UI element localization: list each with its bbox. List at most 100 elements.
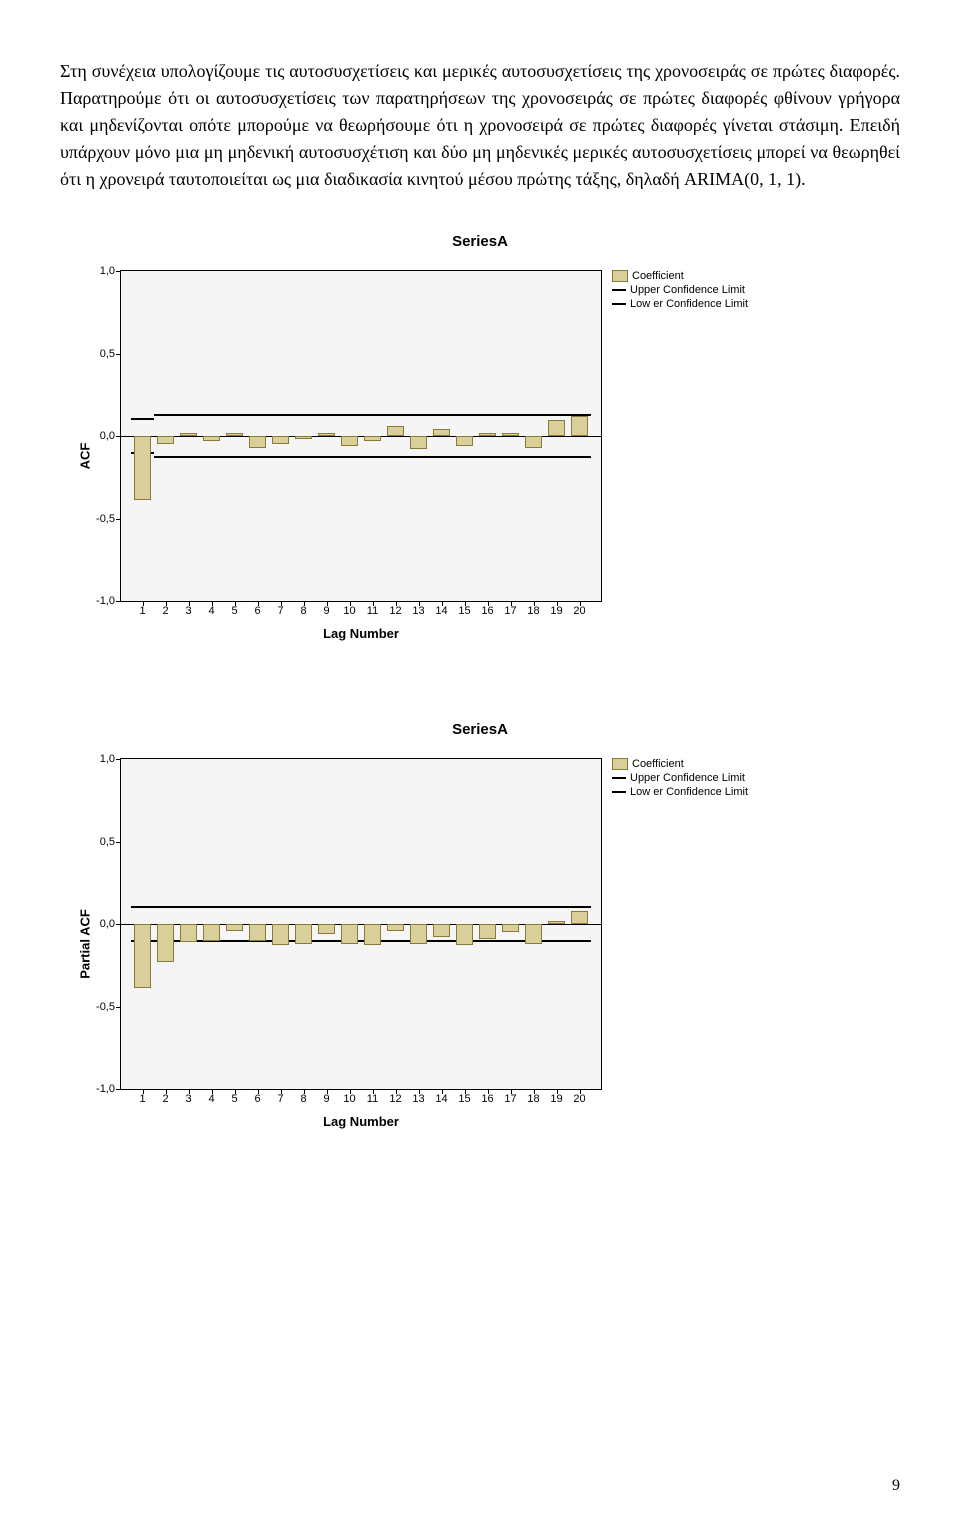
upper-conf-line <box>154 414 177 416</box>
upper-conf-line <box>177 414 200 416</box>
upper-conf-line <box>476 906 499 908</box>
upper-conf-line <box>292 906 315 908</box>
upper-conf-line <box>338 906 361 908</box>
acf-bar <box>456 924 472 945</box>
acf-bar <box>433 924 449 937</box>
upper-conf-line <box>407 414 430 416</box>
upper-conf-line <box>522 906 545 908</box>
legend-lower: Low er Confidence Limit <box>612 786 748 798</box>
legend-upper: Upper Confidence Limit <box>612 772 748 784</box>
lower-conf-line <box>568 456 591 458</box>
upper-conf-line <box>453 414 476 416</box>
upper-conf-line <box>292 414 315 416</box>
upper-conf-line <box>545 906 568 908</box>
upper-conf-line <box>522 414 545 416</box>
acf-bar <box>134 436 150 500</box>
acf-bar <box>226 924 242 931</box>
upper-conf-line <box>338 414 361 416</box>
lower-conf-line <box>384 940 407 942</box>
upper-conf-line <box>430 414 453 416</box>
acf-bar <box>272 924 288 945</box>
lower-conf-line <box>476 456 499 458</box>
acf-bar <box>341 924 357 944</box>
legend-text: Low er Confidence Limit <box>630 786 748 798</box>
upper-conf-line <box>315 414 338 416</box>
lower-conf-line <box>499 940 522 942</box>
lower-conf-line <box>315 456 338 458</box>
lower-conf-line <box>338 456 361 458</box>
legend-lower: Low er Confidence Limit <box>612 298 748 310</box>
lower-conf-line <box>568 940 591 942</box>
acf-bar <box>387 426 403 436</box>
upper-conf-line <box>315 906 338 908</box>
lower-conf-line <box>407 456 430 458</box>
lower-conf-line <box>200 456 223 458</box>
upper-conf-line <box>361 906 384 908</box>
lower-conf-line <box>315 940 338 942</box>
lower-conf-line <box>246 456 269 458</box>
acf-bar <box>548 420 564 437</box>
pacf-chart-title: SeriesA <box>120 721 840 738</box>
acf-bar <box>157 924 173 962</box>
upper-conf-line <box>200 414 223 416</box>
legend-swatch-icon <box>612 270 628 282</box>
lower-conf-line <box>269 456 292 458</box>
pacf-chart: SeriesA Partial ACF 1,00,50,0-0,5-1,0123… <box>120 721 840 1129</box>
acf-bar <box>341 436 357 446</box>
upper-conf-line <box>499 906 522 908</box>
legend-text: Coefficient <box>632 270 684 282</box>
lower-conf-line <box>476 940 499 942</box>
lower-conf-line <box>453 456 476 458</box>
acf-bar <box>203 924 219 941</box>
acf-bar <box>134 924 150 988</box>
upper-conf-line <box>131 906 154 908</box>
upper-conf-line <box>154 906 177 908</box>
acf-legend: Coefficient Upper Confidence Limit Low e… <box>612 270 748 312</box>
legend-coefficient: Coefficient <box>612 758 748 770</box>
acf-bar <box>295 924 311 944</box>
pacf-xlabel: Lag Number <box>120 1114 602 1129</box>
acf-bar <box>456 436 472 446</box>
acf-bar <box>548 921 564 924</box>
acf-plot-region: ACF 1,00,50,0-0,5-1,01234567891011121314… <box>120 270 602 641</box>
acf-xlabel: Lag Number <box>120 626 602 641</box>
pacf-plot-region: Partial ACF 1,00,50,0-0,5-1,012345678910… <box>120 758 602 1129</box>
upper-conf-line <box>361 414 384 416</box>
acf-chart: SeriesA ACF 1,00,50,0-0,5-1,012345678910… <box>120 233 840 641</box>
legend-text: Low er Confidence Limit <box>630 298 748 310</box>
upper-conf-line <box>499 414 522 416</box>
upper-conf-line <box>269 906 292 908</box>
acf-plot: 1,00,50,0-0,5-1,012345678910111213141516… <box>120 270 602 602</box>
pacf-plot: 1,00,50,0-0,5-1,012345678910111213141516… <box>120 758 602 1090</box>
upper-conf-line <box>384 906 407 908</box>
lower-conf-line <box>223 940 246 942</box>
lower-conf-line <box>384 456 407 458</box>
acf-bar <box>295 436 311 439</box>
acf-bar <box>157 436 173 444</box>
acf-bar <box>433 429 449 436</box>
legend-line-icon <box>612 791 626 793</box>
lower-conf-line <box>223 456 246 458</box>
upper-conf-line <box>476 414 499 416</box>
acf-ylabel: ACF <box>78 442 93 469</box>
legend-text: Coefficient <box>632 758 684 770</box>
upper-conf-line <box>223 414 246 416</box>
legend-upper: Upper Confidence Limit <box>612 284 748 296</box>
upper-conf-line <box>430 906 453 908</box>
legend-swatch-icon <box>612 758 628 770</box>
acf-bar <box>502 433 518 436</box>
upper-conf-line <box>223 906 246 908</box>
lower-conf-line <box>246 940 269 942</box>
legend-text: Upper Confidence Limit <box>630 284 745 296</box>
acf-bar <box>364 436 380 441</box>
lower-conf-line <box>154 456 177 458</box>
legend-line-icon <box>612 289 626 291</box>
lower-conf-line <box>430 940 453 942</box>
acf-bar <box>502 924 518 932</box>
legend-text: Upper Confidence Limit <box>630 772 745 784</box>
acf-bar <box>249 436 265 448</box>
upper-conf-line <box>246 906 269 908</box>
upper-conf-line <box>200 906 223 908</box>
acf-bar <box>571 911 587 924</box>
upper-conf-line <box>269 414 292 416</box>
